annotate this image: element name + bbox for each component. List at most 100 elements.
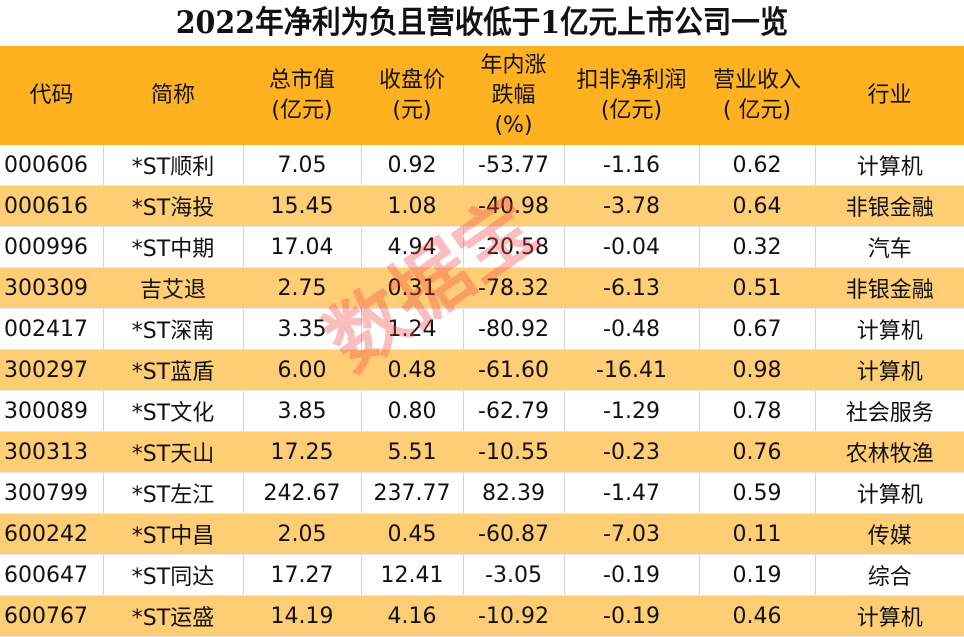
table-cell: 7.05 xyxy=(242,145,361,186)
table-cell: *ST深南 xyxy=(102,308,243,350)
table-cell: 1.24 xyxy=(360,308,463,350)
table-cell: -0.19 xyxy=(563,595,699,637)
table-cell: 0.59 xyxy=(698,472,815,514)
table-cell: 0.48 xyxy=(360,349,463,391)
table-row: 300297 *ST蓝盾 6.00 0.48 -61.60 -16.41 0.98 计算机 xyxy=(0,349,964,391)
table-cell: 300799 xyxy=(0,472,103,514)
table-cell: 0.19 xyxy=(698,554,815,596)
table-row: 000606 *ST顺利 7.05 0.92 -53.77 -1.16 0.62 计算机 xyxy=(0,145,964,186)
table-cell: -1.29 xyxy=(563,390,699,432)
table-cell: 传媒 xyxy=(814,513,964,555)
table-cell: -6.13 xyxy=(563,267,699,309)
table-cell: 4.94 xyxy=(360,226,463,268)
table-row: 600767 *ST运盛 14.19 4.16 -10.92 -0.19 0.46 计算机 xyxy=(0,595,964,637)
table-cell: 0.78 xyxy=(698,390,815,432)
table-row: 002417 *ST深南 3.35 1.24 -80.92 -0.48 0.67 计算机 xyxy=(0,308,964,350)
table-cell: 300313 xyxy=(0,431,103,473)
table-cell: 000616 xyxy=(0,185,103,227)
table-cell: 600242 xyxy=(0,513,103,555)
column-header: 年内涨 跌幅 (%) xyxy=(463,46,564,145)
table-cell: 0.62 xyxy=(698,145,815,186)
table-cell: 0.51 xyxy=(698,267,815,309)
table-cell: *ST天山 xyxy=(102,431,243,473)
table-cell: 82.39 xyxy=(462,472,564,514)
table-cell: -0.04 xyxy=(563,226,699,268)
table-cell: 300309 xyxy=(0,267,103,309)
table-cell: 0.98 xyxy=(698,349,815,391)
column-header: 总市值 (亿元) xyxy=(243,46,361,145)
table-row: 300089 *ST文化 3.85 0.80 -62.79 -1.29 0.78 社会服务 xyxy=(0,390,964,432)
table-cell: 0.92 xyxy=(360,145,463,186)
table-cell: *ST左江 xyxy=(102,472,243,514)
table-cell: 计算机 xyxy=(814,145,964,186)
table-cell: 吉艾退 xyxy=(102,267,243,309)
table-cell: 002417 xyxy=(0,308,103,350)
table-cell: -3.05 xyxy=(462,554,564,596)
table-cell: 计算机 xyxy=(814,472,964,514)
table-cell: *ST蓝盾 xyxy=(102,349,243,391)
table-cell: 242.67 xyxy=(242,472,361,514)
table-cell: -10.55 xyxy=(462,431,564,473)
table-cell: 6.00 xyxy=(242,349,361,391)
table-cell: *ST同达 xyxy=(102,554,243,596)
table-cell: *ST中昌 xyxy=(102,513,243,555)
table-cell: -62.79 xyxy=(462,390,564,432)
table-cell: *ST运盛 xyxy=(102,595,243,637)
table-cell: 15.45 xyxy=(242,185,361,227)
table-cell: -10.92 xyxy=(462,595,564,637)
table-row: 000996 *ST中期 17.04 4.94 -20.58 -0.04 0.32 汽车 xyxy=(0,226,964,268)
table-cell: 0.32 xyxy=(698,226,815,268)
table-row: 300313 *ST天山 17.25 5.51 -10.55 -0.23 0.76 农林牧渔 xyxy=(0,431,964,473)
table-cell: 14.19 xyxy=(242,595,361,637)
table-cell: -78.32 xyxy=(462,267,564,309)
table-cell: 0.11 xyxy=(698,513,815,555)
table-cell: 计算机 xyxy=(814,349,964,391)
table-cell: 300089 xyxy=(0,390,103,432)
table-cell: 0.80 xyxy=(360,390,463,432)
data-table: 代码 简称 总市值 (亿元) 收盘价 (元) 年内涨 跌幅 (%) 扣非净利润 (亿元) 营… xyxy=(0,46,964,637)
table-row: 300799 *ST左江 242.67 237.77 82.39 -1.47 0.59 计算机 xyxy=(0,472,964,514)
table-row: 300309 吉艾退 2.75 0.31 -78.32 -6.13 0.51 非银金融 xyxy=(0,267,964,309)
table-cell: *ST海投 xyxy=(102,185,243,227)
column-header: 简称 xyxy=(103,46,243,145)
column-header: 扣非净利润 (亿元) xyxy=(564,46,699,145)
table-cell: 600767 xyxy=(0,595,103,637)
table-cell: -16.41 xyxy=(563,349,699,391)
table-cell: 3.85 xyxy=(242,390,361,432)
table-cell: *ST顺利 xyxy=(102,145,243,186)
table-cell: -0.23 xyxy=(563,431,699,473)
table-cell: 计算机 xyxy=(814,595,964,637)
table-cell: 社会服务 xyxy=(814,390,964,432)
table-cell: 17.04 xyxy=(242,226,361,268)
table-cell: 0.45 xyxy=(360,513,463,555)
column-header: 行业 xyxy=(815,46,964,145)
table-cell: 4.16 xyxy=(360,595,463,637)
table-cell: -0.48 xyxy=(563,308,699,350)
table-cell: 000606 xyxy=(0,145,103,186)
table-cell: 1.08 xyxy=(360,185,463,227)
table-cell: 000996 xyxy=(0,226,103,268)
table-cell: 12.41 xyxy=(360,554,463,596)
table-cell: 农林牧渔 xyxy=(814,431,964,473)
table-cell: -3.78 xyxy=(563,185,699,227)
table-cell: 非银金融 xyxy=(814,267,964,309)
table-cell: 0.64 xyxy=(698,185,815,227)
table-cell: *ST文化 xyxy=(102,390,243,432)
table-cell: -60.87 xyxy=(462,513,564,555)
table-cell: -20.58 xyxy=(462,226,564,268)
table-row: 600647 *ST同达 17.27 12.41 -3.05 -0.19 0.19 综合 xyxy=(0,554,964,596)
table-cell: 600647 xyxy=(0,554,103,596)
table-cell: 综合 xyxy=(814,554,964,596)
table-cell: 2.75 xyxy=(242,267,361,309)
table-cell: 5.51 xyxy=(360,431,463,473)
table-cell: 0.76 xyxy=(698,431,815,473)
table-cell: -1.16 xyxy=(563,145,699,186)
table-cell: 0.46 xyxy=(698,595,815,637)
table-cell: -61.60 xyxy=(462,349,564,391)
page-title: 2022年净利为负且营收低于1亿元上市公司一览 xyxy=(175,5,789,41)
table-cell: -80.92 xyxy=(462,308,564,350)
table-cell: -53.77 xyxy=(462,145,564,186)
column-header: 营业收入 ( 亿元) xyxy=(699,46,815,145)
table-row: 000616 *ST海投 15.45 1.08 -40.98 -3.78 0.64 非银金融 xyxy=(0,185,964,227)
table-cell: 2.05 xyxy=(242,513,361,555)
